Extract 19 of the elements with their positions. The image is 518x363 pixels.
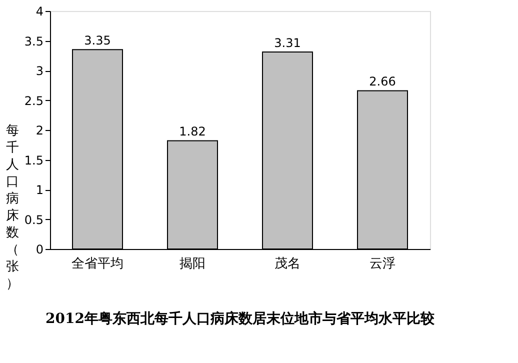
y-tick-label: 3 [36, 64, 44, 78]
y-tick-label: 1 [36, 183, 44, 197]
y-tick-label: 1.5 [24, 153, 44, 168]
text: 2012年粤东西北每千人口病床数居末位地市与省平均水平比较 [46, 310, 436, 327]
data-label: 3.35 [84, 34, 111, 48]
y-tick-label: 0 [36, 242, 44, 256]
text: 每千人口病床数（张） [6, 124, 19, 292]
y-tick-label: 4 [36, 4, 44, 18]
x-tick-label: 云浮 [370, 256, 396, 272]
data-label: 2.66 [369, 74, 396, 89]
y-tick-label: 2.5 [24, 94, 44, 108]
y-tick-label: 0.5 [24, 212, 44, 227]
data-label: 1.82 [179, 124, 206, 139]
x-tick-label: 全省平均 [72, 256, 124, 272]
data-label: 3.31 [274, 36, 301, 50]
y-tick-label: 2 [36, 124, 44, 138]
x-tick-label: 茂名 [274, 256, 300, 272]
x-tick-label: 揭阳 [180, 256, 206, 272]
y-tick-label: 3.5 [24, 34, 44, 48]
